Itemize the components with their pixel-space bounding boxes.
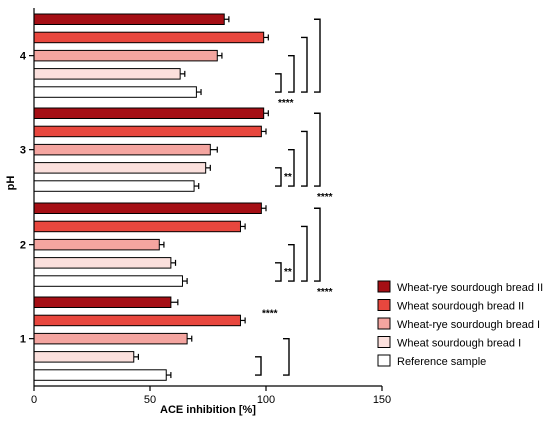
bar <box>33 180 195 192</box>
plot-area <box>33 13 269 381</box>
legend-swatch <box>377 317 391 330</box>
significance-bracket <box>314 207 321 282</box>
bar <box>33 296 172 308</box>
significance-bracket <box>301 225 308 282</box>
significance-bracket <box>314 18 321 93</box>
bar <box>33 13 225 25</box>
significance-bracket <box>288 243 295 282</box>
x-tick-label: 0 <box>31 394 37 406</box>
significance-label: ** <box>284 267 292 278</box>
significance-bracket <box>288 148 295 187</box>
y-tick-label: 4 <box>20 51 27 63</box>
x-tick-label: 100 <box>257 394 275 406</box>
significance-bracket <box>301 36 308 93</box>
significance-bracket <box>283 337 290 376</box>
bar <box>33 31 265 44</box>
significance-bracket <box>255 356 262 376</box>
y-tick-label: 1 <box>20 334 26 346</box>
bar <box>33 125 262 138</box>
significance-brackets: ******************** <box>255 18 333 376</box>
x-tick-label: 50 <box>144 394 156 406</box>
bar <box>33 257 172 269</box>
bar <box>33 220 241 233</box>
legend-swatch <box>377 336 391 348</box>
x-tick-label: 150 <box>373 394 391 406</box>
y-tick-label: 3 <box>20 145 26 157</box>
y-axis: 4 3 2 1 <box>20 8 35 386</box>
significance-label: **** <box>278 98 294 109</box>
y-axis-title: pH <box>5 176 17 191</box>
bar <box>33 49 218 62</box>
significance-bracket <box>301 130 308 187</box>
bar <box>33 202 262 214</box>
bar <box>33 86 197 98</box>
legend-label: Reference sample <box>397 356 486 368</box>
legend: Wheat-rye sourdough bread II Wheat sourdo… <box>377 280 543 368</box>
legend-label: Wheat-rye sourdough bread II <box>397 282 543 294</box>
legend-swatch <box>377 354 391 367</box>
bar <box>33 107 265 119</box>
legend-swatch <box>377 280 391 293</box>
x-axis-title: ACE inhibition [%] <box>160 404 256 416</box>
bar <box>33 351 135 363</box>
significance-bracket <box>275 262 282 282</box>
significance-bracket <box>275 73 282 93</box>
significance-label: **** <box>317 287 333 298</box>
significance-label: **** <box>317 192 333 203</box>
y-tick-label: 2 <box>20 240 26 252</box>
bar <box>33 332 188 345</box>
significance-bracket <box>275 167 282 187</box>
bar <box>33 275 183 287</box>
legend-label: Wheat sourdough bread II <box>397 301 524 313</box>
bar <box>33 369 167 381</box>
x-axis: 0 50 100 150 <box>31 385 391 406</box>
bar <box>33 143 211 156</box>
significance-bracket <box>314 112 321 187</box>
significance-label: ** <box>284 172 292 183</box>
legend-label: Wheat sourdough bread I <box>397 338 521 350</box>
bar <box>33 314 241 327</box>
bar <box>33 238 160 251</box>
legend-swatch <box>377 299 391 311</box>
significance-bracket <box>288 54 295 93</box>
bar <box>33 162 207 174</box>
bar <box>33 68 181 80</box>
significance-label: **** <box>262 308 278 319</box>
legend-label: Wheat-rye sourdough bread I <box>397 319 540 331</box>
